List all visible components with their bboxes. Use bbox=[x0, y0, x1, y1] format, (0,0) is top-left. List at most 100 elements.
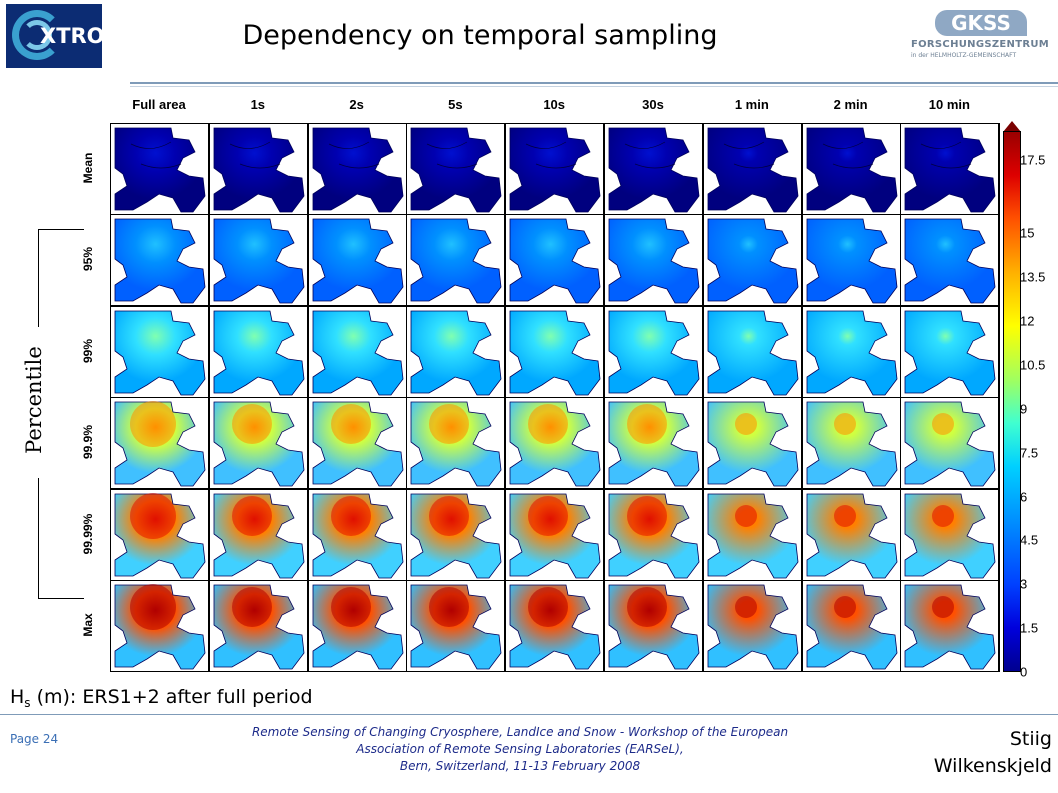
row-header: 99% bbox=[68, 306, 108, 396]
map-panel bbox=[111, 398, 208, 489]
row-header-text: Mean bbox=[81, 152, 95, 184]
gkss-logo-line2: in der HELMHOLTZ-GEMEINSCHAFT bbox=[911, 52, 1017, 59]
logo-ring-inner bbox=[22, 20, 52, 50]
colorbar-tick-label: 0 bbox=[1020, 664, 1028, 680]
author-name: Stiig Wilkenskjeld bbox=[934, 726, 1052, 780]
map-panel bbox=[111, 124, 208, 214]
map-panel bbox=[605, 124, 702, 214]
map-panel bbox=[901, 306, 999, 397]
row-header-text: 99.9% bbox=[81, 425, 95, 460]
map-panel-grid bbox=[110, 123, 1000, 672]
colorbar-tick-label: 15 bbox=[1020, 225, 1035, 241]
colorbar-tick-label: 9 bbox=[1020, 401, 1028, 417]
map-panel bbox=[407, 306, 505, 397]
column-header: 1s bbox=[250, 97, 266, 112]
map-panel bbox=[308, 124, 406, 214]
map-panel bbox=[802, 306, 900, 397]
header-divider-thin bbox=[130, 86, 1058, 87]
header-divider bbox=[130, 82, 1058, 84]
map-panel bbox=[703, 306, 801, 397]
author-first: Stiig bbox=[1009, 728, 1052, 750]
map-panel bbox=[802, 398, 900, 489]
map-panel bbox=[111, 489, 208, 580]
gkss-logo-mark: GKSS bbox=[935, 10, 1027, 36]
colorbar-tick-label: 3 bbox=[1020, 576, 1028, 592]
map-panel bbox=[703, 124, 801, 214]
map-panel bbox=[703, 489, 801, 580]
row-header: 95% bbox=[68, 214, 108, 304]
map-panel bbox=[407, 489, 505, 580]
gkss-logo: GKSS FORSCHUNGSZENTRUM in der HELMHOLTZ-… bbox=[905, 10, 1055, 66]
colorbar-tick-label: 13.5 bbox=[1020, 269, 1046, 285]
map-panel bbox=[506, 124, 604, 214]
row-header: Max bbox=[68, 580, 108, 670]
footer-line-3: Bern, Switzerland, 11-13 February 2008 bbox=[399, 759, 641, 773]
map-panel bbox=[407, 215, 505, 306]
column-header: Full area bbox=[132, 97, 186, 112]
map-panel bbox=[308, 215, 406, 306]
footer-line-2: Association of Remote Sensing Laboratori… bbox=[356, 742, 684, 756]
map-panel bbox=[901, 124, 999, 214]
map-panel bbox=[209, 215, 307, 306]
map-panel bbox=[209, 398, 307, 489]
map-panel bbox=[209, 581, 307, 671]
map-panel bbox=[802, 215, 900, 306]
caption-subscript: s bbox=[24, 696, 31, 710]
map-panel bbox=[407, 124, 505, 214]
map-panel bbox=[506, 398, 604, 489]
colorbar-tick-label: 4.5 bbox=[1020, 532, 1039, 548]
figure-caption: Hs (m): ERS1+2 after full period bbox=[10, 686, 313, 710]
logo-ring-outer bbox=[12, 10, 62, 60]
map-panel bbox=[111, 215, 208, 306]
map-panel bbox=[802, 124, 900, 214]
row-header-text: Max bbox=[81, 613, 95, 637]
slide-title: Dependency on temporal sampling bbox=[242, 20, 718, 51]
page-number: Page 24 bbox=[10, 732, 59, 746]
colorbar bbox=[1003, 131, 1021, 672]
footer-citation: Remote Sensing of Changing Cryosphere, L… bbox=[170, 724, 870, 775]
logo-text: XTROP bbox=[40, 24, 102, 48]
author-last: Wilkenskjeld bbox=[933, 755, 1052, 777]
colorbar-tick-label: 1.5 bbox=[1020, 620, 1039, 636]
map-panel bbox=[308, 581, 406, 671]
footer-divider bbox=[0, 714, 1058, 715]
percentile-label-text: Percentile bbox=[22, 346, 46, 454]
row-header-text: 95% bbox=[81, 247, 95, 272]
map-panel bbox=[901, 398, 999, 489]
row-header: 99.99% bbox=[68, 489, 108, 579]
column-header: 2 min bbox=[833, 97, 868, 112]
percentile-bracket-lower bbox=[38, 478, 39, 598]
map-panel bbox=[111, 581, 208, 671]
map-panel bbox=[209, 489, 307, 580]
map-panel bbox=[605, 215, 702, 306]
map-panel bbox=[506, 215, 604, 306]
map-panel bbox=[308, 398, 406, 489]
map-panel bbox=[802, 581, 900, 671]
percentile-label: Percentile bbox=[14, 300, 54, 500]
map-panel bbox=[209, 124, 307, 214]
xtrop-logo: XTROP bbox=[6, 4, 102, 68]
map-panel bbox=[703, 215, 801, 306]
percentile-bracket-top bbox=[38, 229, 84, 230]
map-panel bbox=[407, 398, 505, 489]
row-header-text: 99.99% bbox=[81, 513, 95, 554]
colorbar-tick-label: 12 bbox=[1020, 313, 1035, 329]
map-panel bbox=[308, 306, 406, 397]
column-header: 10 min bbox=[928, 97, 970, 112]
row-header-text: 99% bbox=[81, 338, 95, 363]
colorbar-tick-label: 10.5 bbox=[1020, 357, 1046, 373]
colorbar-tick-label: 6 bbox=[1020, 489, 1028, 505]
map-panel bbox=[111, 306, 208, 397]
map-panel bbox=[506, 581, 604, 671]
column-header: 2s bbox=[349, 97, 364, 112]
map-panel bbox=[703, 581, 801, 671]
map-panel bbox=[209, 306, 307, 397]
caption-main: H bbox=[10, 686, 25, 708]
map-panel bbox=[605, 489, 702, 580]
map-panel bbox=[308, 489, 406, 580]
map-panel bbox=[605, 398, 702, 489]
map-panel bbox=[506, 306, 604, 397]
row-header: 99.9% bbox=[68, 397, 108, 487]
map-panel bbox=[506, 489, 604, 580]
map-panel bbox=[703, 398, 801, 489]
